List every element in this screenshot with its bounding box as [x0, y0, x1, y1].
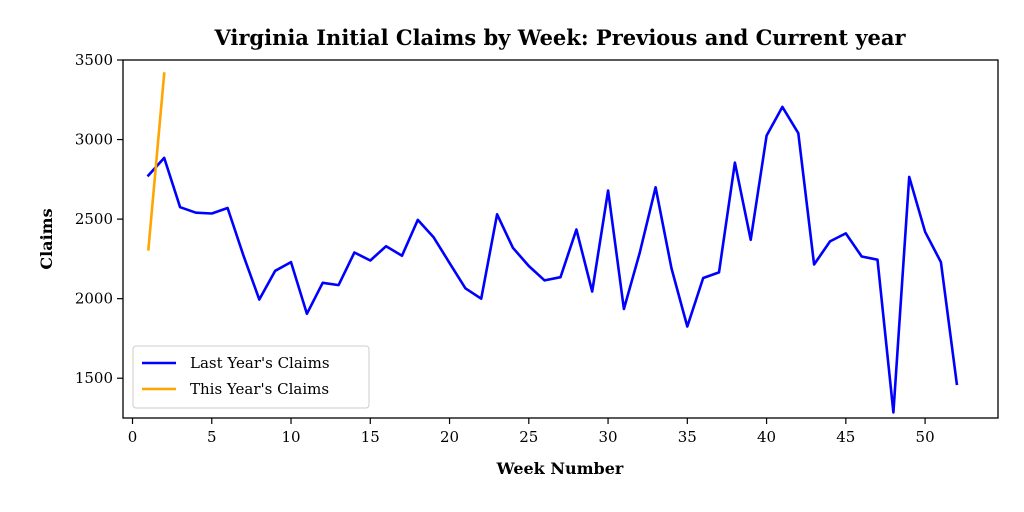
y-tick-label: 1500 [75, 369, 113, 387]
legend: Last Year's Claims This Year's Claims [132, 345, 370, 409]
x-tick-label: 20 [440, 428, 459, 446]
series-line-2 [146, 72, 166, 251]
x-tick-label: 15 [361, 428, 380, 446]
series-line-1 [146, 105, 959, 414]
y-tick-label: 2000 [75, 290, 113, 308]
x-tick-label: 35 [678, 428, 697, 446]
x-tick-label: 0 [128, 428, 138, 446]
x-tick-label: 5 [207, 428, 217, 446]
x-tick-label: 30 [599, 428, 618, 446]
x-tick-label: 40 [757, 428, 776, 446]
legend-label-2: This Year's Claims [190, 380, 329, 398]
x-axis-label: Week Number [496, 459, 624, 478]
plot-frame [122, 59, 999, 419]
legend-label-1: Last Year's Claims [190, 354, 330, 372]
y-axis-label: Claims [37, 208, 56, 269]
plot-marks [146, 72, 959, 414]
axis-ticks: 0 5 10 15 20 25 30 35 40 45 50 1500 2000 2500 3000 3500 [75, 51, 935, 446]
legend-box [132, 345, 370, 409]
y-tick-label: 3000 [75, 131, 113, 149]
y-tick-label: 2500 [75, 210, 113, 228]
x-tick-label: 25 [519, 428, 538, 446]
x-tick-label: 45 [836, 428, 855, 446]
x-tick-label: 50 [916, 428, 935, 446]
chart-title: Virginia Initial Claims by Week: Previou… [213, 25, 906, 50]
x-tick-label: 10 [281, 428, 300, 446]
y-tick-label: 3500 [75, 51, 113, 69]
